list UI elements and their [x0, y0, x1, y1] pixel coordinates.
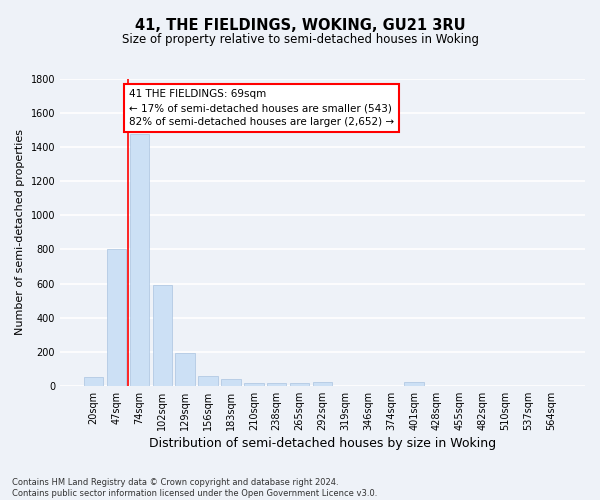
- Bar: [175, 352, 195, 386]
- Bar: [107, 250, 126, 386]
- Text: Size of property relative to semi-detached houses in Woking: Size of property relative to semi-detach…: [121, 32, 479, 46]
- Bar: [244, 383, 263, 386]
- Text: 41 THE FIELDINGS: 69sqm
← 17% of semi-detached houses are smaller (543)
82% of s: 41 THE FIELDINGS: 69sqm ← 17% of semi-de…: [129, 89, 394, 127]
- Bar: [199, 376, 218, 386]
- Bar: [267, 383, 286, 386]
- Bar: [84, 378, 103, 386]
- Bar: [290, 383, 310, 386]
- Bar: [152, 286, 172, 386]
- Bar: [313, 382, 332, 386]
- Bar: [221, 380, 241, 386]
- Bar: [130, 134, 149, 386]
- Text: 41, THE FIELDINGS, WOKING, GU21 3RU: 41, THE FIELDINGS, WOKING, GU21 3RU: [134, 18, 466, 32]
- Y-axis label: Number of semi-detached properties: Number of semi-detached properties: [15, 130, 25, 336]
- Text: Contains HM Land Registry data © Crown copyright and database right 2024.
Contai: Contains HM Land Registry data © Crown c…: [12, 478, 377, 498]
- X-axis label: Distribution of semi-detached houses by size in Woking: Distribution of semi-detached houses by …: [149, 437, 496, 450]
- Bar: [404, 382, 424, 386]
